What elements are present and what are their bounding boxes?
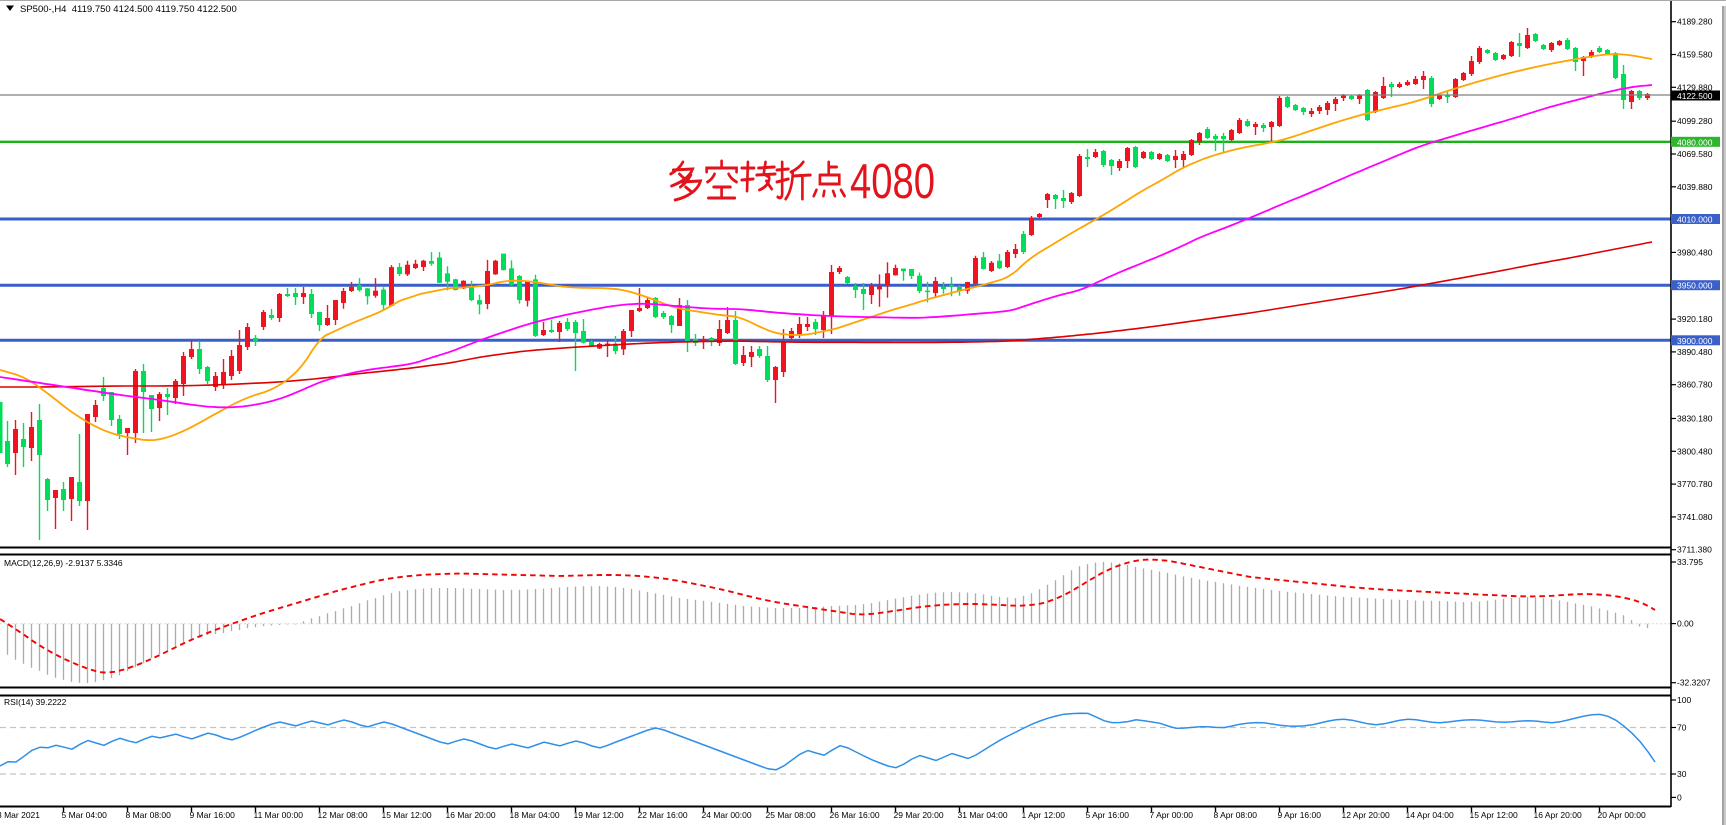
svg-text:3950.000: 3950.000 bbox=[1677, 281, 1713, 291]
svg-text:-32.3207: -32.3207 bbox=[1677, 678, 1711, 688]
svg-text:22 Mar 16:00: 22 Mar 16:00 bbox=[638, 810, 688, 820]
svg-text:3711.380: 3711.380 bbox=[1677, 545, 1712, 555]
svg-text:0: 0 bbox=[1677, 792, 1682, 802]
svg-text:1 Apr 12:00: 1 Apr 12:00 bbox=[1022, 810, 1066, 820]
svg-text:20 Apr 00:00: 20 Apr 00:00 bbox=[1598, 810, 1646, 820]
svg-text:3860.780: 3860.780 bbox=[1677, 380, 1713, 390]
svg-text:3770.780: 3770.780 bbox=[1677, 479, 1713, 489]
svg-text:33.795: 33.795 bbox=[1677, 557, 1703, 567]
svg-text:11 Mar 00:00: 11 Mar 00:00 bbox=[254, 810, 304, 820]
svg-text:7 Apr 00:00: 7 Apr 00:00 bbox=[1150, 810, 1194, 820]
svg-text:26 Mar 16:00: 26 Mar 16:00 bbox=[830, 810, 880, 820]
svg-text:25 Mar 08:00: 25 Mar 08:00 bbox=[766, 810, 816, 820]
svg-text:4080.000: 4080.000 bbox=[1677, 137, 1713, 147]
svg-text:5 Apr 16:00: 5 Apr 16:00 bbox=[1086, 810, 1130, 820]
svg-text:100: 100 bbox=[1677, 695, 1691, 705]
svg-text:29 Mar 20:00: 29 Mar 20:00 bbox=[894, 810, 944, 820]
svg-text:15 Mar 12:00: 15 Mar 12:00 bbox=[382, 810, 432, 820]
svg-text:4010.000: 4010.000 bbox=[1677, 215, 1713, 225]
svg-text:8 Mar 08:00: 8 Mar 08:00 bbox=[126, 810, 172, 820]
svg-text:4129.880: 4129.880 bbox=[1677, 82, 1713, 92]
svg-text:SP500-,H4 4119.750 4124.500 4: SP500-,H4 4119.750 4124.500 4119.750 412… bbox=[20, 4, 237, 15]
svg-text:14 Apr 04:00: 14 Apr 04:00 bbox=[1406, 810, 1454, 820]
svg-text:9 Apr 16:00: 9 Apr 16:00 bbox=[1278, 810, 1322, 820]
svg-text:3900.000: 3900.000 bbox=[1677, 336, 1713, 346]
svg-text:70: 70 bbox=[1677, 723, 1687, 733]
svg-text:3980.480: 3980.480 bbox=[1677, 247, 1713, 257]
svg-text:18 Mar 04:00: 18 Mar 04:00 bbox=[510, 810, 560, 820]
svg-text:8 Apr 08:00: 8 Apr 08:00 bbox=[1214, 810, 1258, 820]
svg-text:4189.280: 4189.280 bbox=[1677, 17, 1713, 27]
svg-text:4122.500: 4122.500 bbox=[1677, 91, 1713, 101]
svg-text:MACD(12,26,9) -2.9137 5.3346: MACD(12,26,9) -2.9137 5.3346 bbox=[4, 558, 123, 568]
svg-text:4039.880: 4039.880 bbox=[1677, 182, 1713, 192]
svg-text:12 Apr 20:00: 12 Apr 20:00 bbox=[1342, 810, 1390, 820]
svg-text:4069.580: 4069.580 bbox=[1677, 149, 1713, 159]
svg-text:4099.280: 4099.280 bbox=[1677, 116, 1713, 126]
svg-text:3920.180: 3920.180 bbox=[1677, 314, 1713, 324]
svg-text:31 Mar 04:00: 31 Mar 04:00 bbox=[958, 810, 1008, 820]
svg-text:5 Mar 04:00: 5 Mar 04:00 bbox=[62, 810, 108, 820]
svg-text:4159.580: 4159.580 bbox=[1677, 50, 1713, 60]
svg-text:12 Mar 08:00: 12 Mar 08:00 bbox=[318, 810, 368, 820]
svg-text:16 Mar 20:00: 16 Mar 20:00 bbox=[446, 810, 496, 820]
svg-text:16 Apr 20:00: 16 Apr 20:00 bbox=[1534, 810, 1582, 820]
svg-text:4080: 4080 bbox=[850, 155, 935, 210]
svg-text:0.00: 0.00 bbox=[1677, 619, 1694, 629]
svg-text:15 Apr 12:00: 15 Apr 12:00 bbox=[1470, 810, 1518, 820]
svg-text:3741.080: 3741.080 bbox=[1677, 512, 1713, 522]
svg-text:24 Mar 00:00: 24 Mar 00:00 bbox=[702, 810, 752, 820]
svg-text:3800.480: 3800.480 bbox=[1677, 446, 1713, 456]
svg-text:19 Mar 12:00: 19 Mar 12:00 bbox=[574, 810, 624, 820]
svg-text:30: 30 bbox=[1677, 769, 1687, 779]
svg-text:3830.180: 3830.180 bbox=[1677, 414, 1713, 424]
svg-text:3890.480: 3890.480 bbox=[1677, 347, 1713, 357]
svg-text:RSI(14) 39.2222: RSI(14) 39.2222 bbox=[4, 697, 67, 707]
svg-text:3 Mar 2021: 3 Mar 2021 bbox=[0, 810, 40, 820]
svg-text:9 Mar 16:00: 9 Mar 16:00 bbox=[190, 810, 236, 820]
